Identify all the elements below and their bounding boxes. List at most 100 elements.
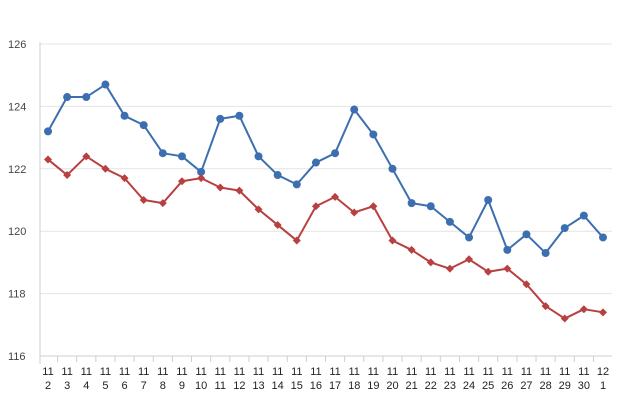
- data-point: [197, 167, 206, 176]
- data-point: [407, 199, 416, 208]
- series-line: [47, 155, 604, 320]
- data-point: [388, 164, 397, 173]
- x-tick-label-day: 19: [367, 380, 379, 392]
- x-tick-label-day: 13: [252, 380, 264, 392]
- x-tick-label-month: 11: [119, 366, 130, 378]
- x-tick-label-day: 25: [482, 380, 494, 392]
- x-tick-label-day: 6: [121, 380, 127, 392]
- x-tick-label-month: 11: [578, 366, 589, 378]
- y-tick-label: 122: [8, 164, 26, 176]
- x-tick-label-day: 26: [501, 380, 513, 392]
- data-point: [369, 130, 378, 139]
- x-tick-label-month: 11: [42, 366, 53, 378]
- data-point: [407, 245, 416, 254]
- data-point: [541, 302, 550, 311]
- data-point: [579, 211, 588, 220]
- x-tick-label-month: 11: [138, 366, 149, 378]
- data-point: [522, 280, 531, 289]
- data-point: [177, 152, 186, 161]
- data-point: [292, 180, 301, 189]
- x-tick-label-day: 16: [310, 380, 322, 392]
- x-tick-label-month: 11: [463, 366, 474, 378]
- x-tick-label-day: 1: [600, 380, 606, 392]
- x-tick-label-day: 21: [405, 380, 417, 392]
- x-tick-label-day: 24: [463, 380, 475, 392]
- y-tick-label: 116: [8, 351, 26, 363]
- data-point: [44, 127, 52, 136]
- data-point: [139, 121, 148, 130]
- x-tick-label-month: 11: [61, 366, 72, 378]
- x-tick-label-day: 2: [45, 380, 51, 392]
- x-tick-label-month: 11: [348, 366, 359, 378]
- x-tick-label-month: 11: [482, 366, 493, 378]
- x-tick-label-month: 11: [100, 366, 111, 378]
- x-tick-label-day: 8: [160, 380, 166, 392]
- x-tick-label-day: 20: [386, 380, 398, 392]
- data-point: [197, 174, 206, 183]
- x-tick-label-month: 11: [559, 366, 570, 378]
- data-point: [560, 314, 569, 323]
- x-tick-label-day: 12: [233, 380, 245, 392]
- y-tick-label: 120: [8, 226, 26, 238]
- data-point: [254, 152, 263, 161]
- x-tick-label-day: 15: [291, 380, 303, 392]
- x-tick-label-day: 23: [444, 380, 456, 392]
- data-point: [311, 202, 320, 211]
- x-tick-label-month: 11: [157, 366, 168, 378]
- series-2: [44, 152, 607, 323]
- data-point: [426, 202, 435, 211]
- data-point: [445, 217, 454, 226]
- data-point: [158, 149, 167, 158]
- x-tick-label-day: 28: [539, 380, 551, 392]
- x-tick-label-month: 11: [195, 366, 206, 378]
- data-point: [63, 93, 72, 102]
- data-point: [503, 264, 512, 273]
- data-point: [158, 199, 167, 208]
- x-tick-label-month: 11: [253, 366, 264, 378]
- data-point: [369, 202, 378, 211]
- series-1: [44, 80, 607, 258]
- data-point: [350, 208, 359, 217]
- data-point: [120, 111, 129, 120]
- data-point: [503, 245, 512, 254]
- data-point: [426, 258, 435, 267]
- x-tick-label-day: 18: [348, 380, 360, 392]
- data-point: [216, 183, 225, 192]
- data-point: [44, 155, 52, 164]
- x-tick-label-month: 11: [234, 366, 245, 378]
- data-point: [292, 236, 301, 245]
- x-tick-label-month: 11: [81, 366, 92, 378]
- data-point: [465, 255, 474, 264]
- data-point: [177, 177, 186, 186]
- data-point: [139, 196, 148, 204]
- x-axis-labels: 1121131141151161171181191110111111121113…: [42, 356, 609, 392]
- x-tick-label-month: 11: [329, 366, 340, 378]
- data-point: [235, 186, 244, 195]
- y-tick-label: 118: [8, 289, 26, 301]
- data-point: [311, 158, 320, 167]
- x-tick-label-month: 11: [272, 366, 283, 378]
- x-tick-label-day: 27: [520, 380, 532, 392]
- data-point: [350, 105, 359, 114]
- x-tick-label-day: 10: [195, 380, 207, 392]
- x-tick-label-day: 11: [215, 380, 226, 392]
- data-point: [560, 224, 569, 233]
- x-tick-label-month: 11: [215, 366, 226, 378]
- y-axis-labels: 116 118 120 122 124 126: [8, 39, 26, 363]
- x-tick-label-month: 11: [502, 366, 513, 378]
- y-tick-label: 124: [8, 101, 26, 113]
- x-tick-label-day: 9: [179, 380, 185, 392]
- x-tick-label-day: 5: [102, 380, 108, 392]
- x-tick-label-month: 11: [444, 366, 455, 378]
- data-point: [599, 233, 607, 242]
- data-point: [465, 233, 474, 242]
- data-point: [579, 305, 588, 314]
- data-point: [216, 114, 225, 123]
- data-point: [63, 171, 72, 180]
- data-point: [445, 264, 454, 273]
- gridlines: [40, 43, 612, 357]
- x-tick-label-month: 11: [387, 366, 398, 378]
- x-tick-label-day: 7: [141, 380, 147, 392]
